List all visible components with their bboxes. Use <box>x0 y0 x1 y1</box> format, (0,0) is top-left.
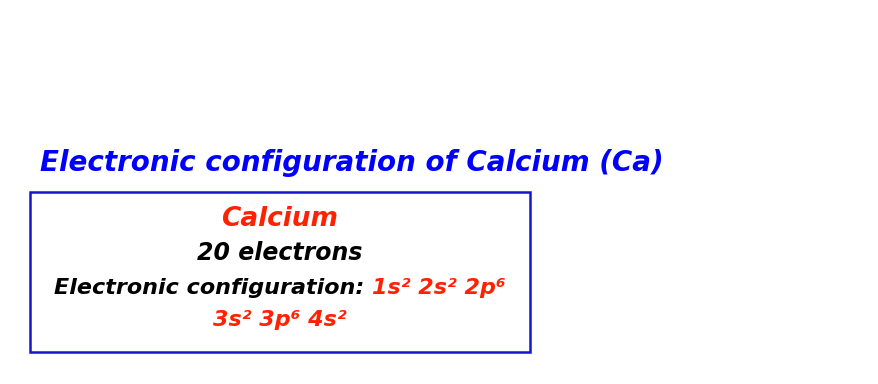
Text: 1s² 2s² 2p⁶: 1s² 2s² 2p⁶ <box>371 278 505 298</box>
Text: Electronic configuration of Calcium (Ca): Electronic configuration of Calcium (Ca) <box>40 149 663 177</box>
Text: 3s² 3p⁶ 4s²: 3s² 3p⁶ 4s² <box>213 310 347 330</box>
Bar <box>30 192 529 352</box>
Text: 20 electrons: 20 electrons <box>197 241 363 265</box>
Text: Electronic configuration:: Electronic configuration: <box>54 278 371 298</box>
Text: Calcium: Calcium <box>221 206 338 232</box>
